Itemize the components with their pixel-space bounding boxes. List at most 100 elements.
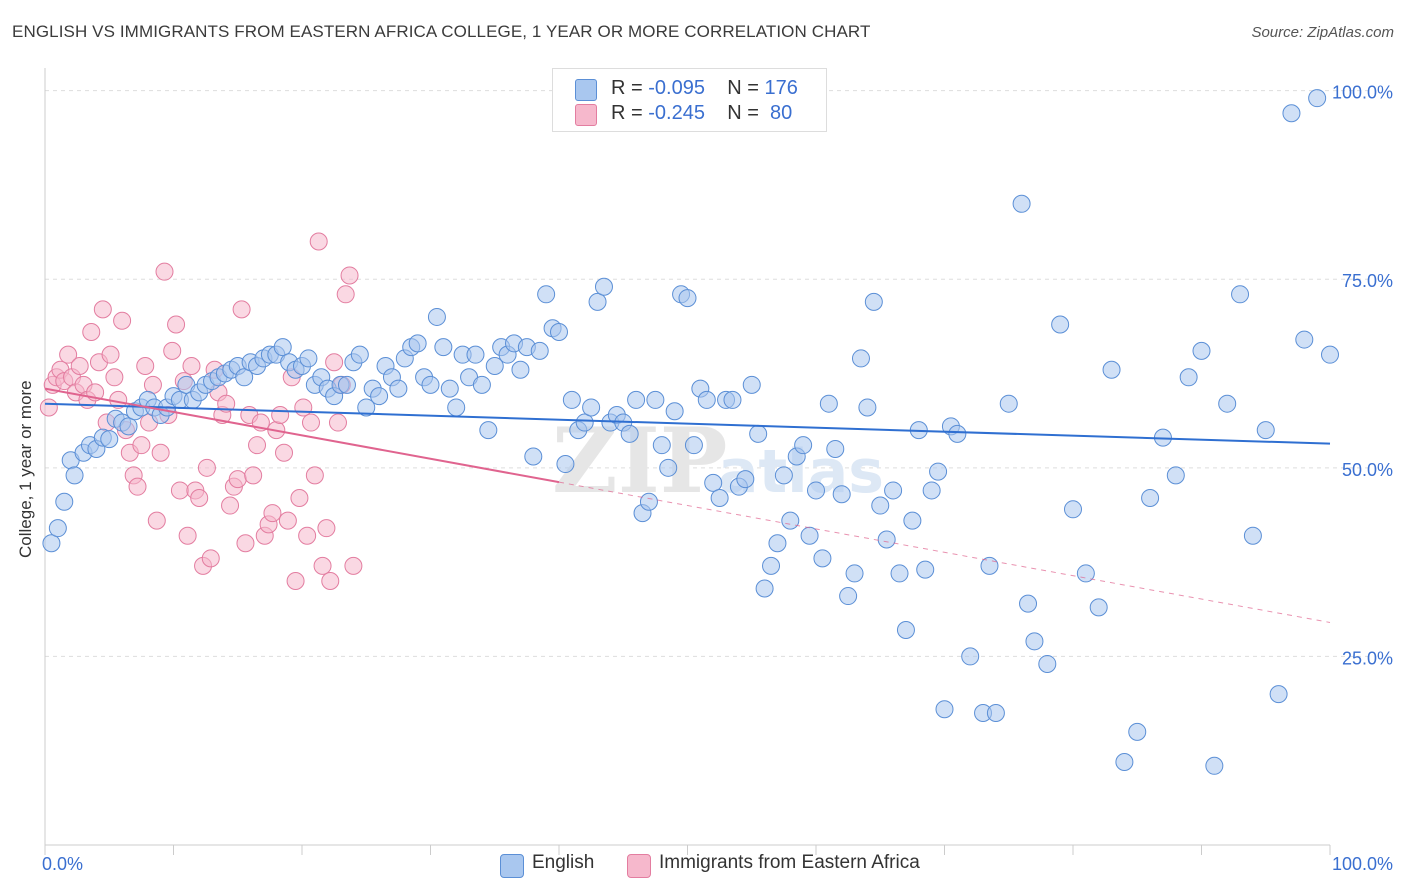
english-point (421, 375, 440, 394)
english-point (877, 530, 896, 549)
legend-swatch-immigrants (575, 104, 597, 126)
chart-source: Source: ZipAtlas.com (1251, 24, 1394, 41)
english-point (1179, 368, 1198, 387)
english-point (813, 549, 832, 568)
english-point (1064, 500, 1082, 519)
english-point (659, 458, 678, 477)
english-point (1205, 756, 1224, 775)
english-point (594, 277, 613, 296)
english-point (1321, 345, 1339, 364)
english-point (1308, 89, 1327, 108)
english-point (999, 394, 1018, 413)
english-point (749, 424, 768, 443)
english-point (916, 560, 935, 579)
immigrants-point (163, 341, 182, 360)
chart-title: ENGLISH VS IMMIGRANTS FROM EASTERN AFRIC… (12, 22, 871, 41)
english-point (1128, 722, 1147, 741)
english-point (42, 534, 61, 553)
english-point (575, 413, 594, 432)
immigrants-point (298, 526, 317, 545)
english-point (697, 390, 716, 409)
english-point (466, 345, 485, 364)
immigrants-point (275, 443, 294, 462)
english-point (742, 375, 761, 394)
english-point (357, 398, 376, 417)
y-tick-label: 100.0% (1332, 83, 1393, 103)
english-point (1102, 360, 1121, 379)
immigrants-point (301, 413, 320, 432)
english-point (1051, 315, 1070, 334)
x-tick-label: 0.0% (42, 854, 83, 874)
english-point (479, 421, 498, 440)
immigrants-point (325, 353, 344, 372)
english-point (781, 511, 800, 530)
immigrants-point (105, 368, 124, 387)
y-tick-label: 25.0% (1342, 648, 1393, 668)
grid-lines (45, 90, 1370, 657)
english-point (896, 621, 915, 640)
english-point (1256, 421, 1275, 440)
english-point (1141, 488, 1160, 507)
immigrants-point (221, 496, 240, 515)
immigrants-point (317, 519, 336, 538)
english-point (434, 338, 453, 357)
english-point (832, 485, 851, 504)
english-point (961, 647, 980, 666)
english-point (800, 526, 819, 545)
immigrants-point (309, 232, 328, 251)
correlation-legend: R = -0.095 N = 176 R = -0.245 N = 80 (552, 68, 827, 132)
immigrants-point (336, 285, 355, 304)
english-point (389, 379, 408, 398)
immigrants-point (290, 488, 309, 507)
immigrants-point (232, 300, 251, 319)
english-point (408, 334, 427, 353)
english-point (1192, 341, 1211, 360)
english-point (774, 466, 793, 485)
bottom-legend-swatch-immigrants (627, 854, 651, 878)
english-point (922, 481, 941, 500)
english-point (980, 556, 999, 575)
english-point (511, 360, 530, 379)
english-point (440, 379, 459, 398)
tick-labels: 25.0% 50.0% 75.0% 100.0% 0.0% 100.0% (42, 83, 1393, 874)
english-point (485, 356, 504, 375)
english-point (55, 492, 74, 511)
immigrants-point (197, 458, 216, 477)
y-axis-label: College, 1 year or more (16, 380, 35, 558)
english-point (986, 703, 1005, 722)
english-point (948, 424, 967, 443)
english-point (903, 511, 922, 530)
immigrants-point (271, 406, 290, 425)
english-trend-line (44, 402, 1331, 445)
english-point (627, 390, 646, 409)
english-point (794, 436, 813, 455)
english-point (1218, 394, 1237, 413)
english-point (537, 285, 556, 304)
immigrants-point (167, 315, 186, 334)
immigrants-point (263, 504, 282, 523)
legend-n-value-immigrants: 80 (770, 102, 793, 124)
english-point (845, 564, 864, 583)
english-point (1019, 594, 1038, 613)
english-point (871, 496, 890, 515)
english-point (620, 424, 639, 443)
english-point (582, 398, 601, 417)
english-point (736, 470, 755, 489)
legend-n-label: N = (727, 77, 765, 99)
english-point (562, 390, 581, 409)
english-point (639, 492, 658, 511)
immigrants-point (132, 436, 151, 455)
english-point (646, 390, 665, 409)
english-point (427, 307, 446, 326)
english-point (472, 375, 491, 394)
immigrants-point (286, 571, 305, 590)
immigrants-point (178, 526, 197, 545)
immigrants-point (70, 356, 89, 375)
immigrants-point (59, 345, 78, 364)
english-point (350, 345, 369, 364)
english-point (1166, 466, 1185, 485)
english-point (710, 488, 729, 507)
english-point (299, 349, 318, 368)
english-point (100, 430, 119, 449)
